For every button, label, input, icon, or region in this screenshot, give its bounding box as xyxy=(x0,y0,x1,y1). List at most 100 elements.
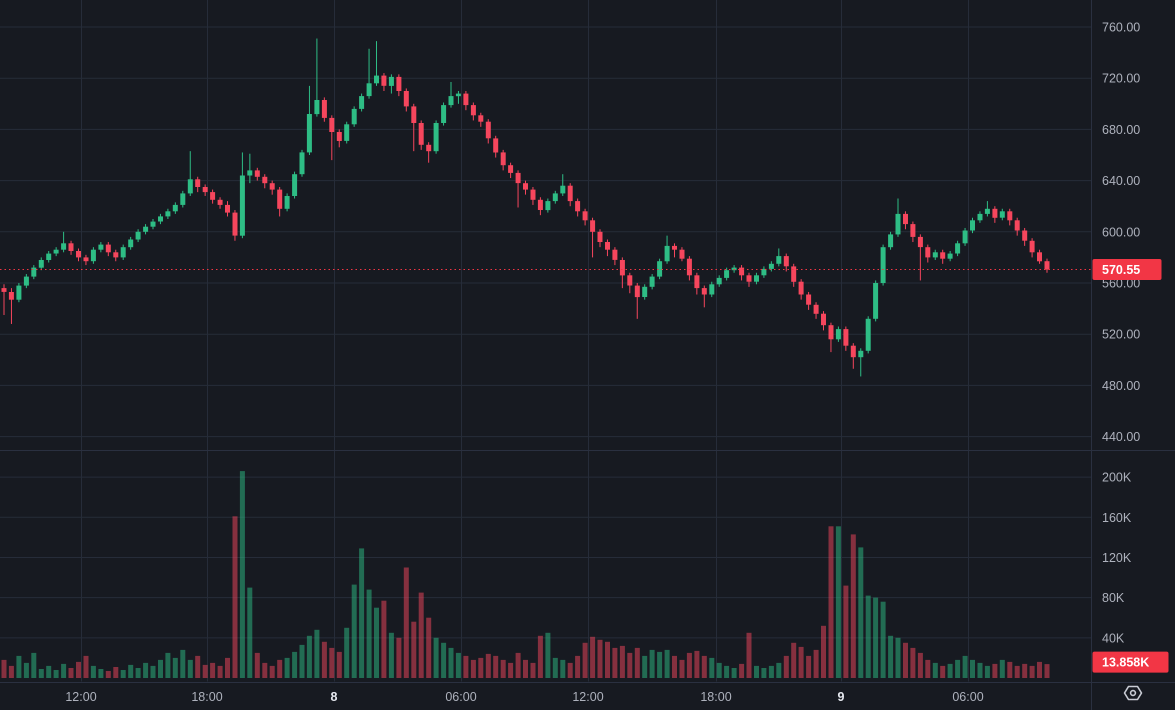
axis-settings-icon[interactable] xyxy=(1123,685,1143,701)
candle-body xyxy=(76,251,81,258)
price-badge: 570.55 xyxy=(1092,258,1162,280)
volume-bar xyxy=(627,652,633,678)
candle-body xyxy=(1,288,7,292)
candle-body xyxy=(46,253,52,260)
candle-body xyxy=(984,208,990,214)
volume-bar xyxy=(716,662,722,678)
volume-bar xyxy=(180,649,186,678)
candle-body xyxy=(359,96,365,109)
price-tick-label: 760.00 xyxy=(1102,21,1140,35)
time-tick-label: 9 xyxy=(838,690,845,704)
price-badge-bg xyxy=(1092,258,1162,280)
volume-bar xyxy=(374,607,379,678)
candle-body xyxy=(202,187,208,193)
candle-body xyxy=(269,183,275,190)
candle-body xyxy=(366,83,372,97)
time-axis[interactable]: 12:00 18:00 8 06:00 12:00 18:00 9 06:00 xyxy=(65,690,983,704)
candle-body xyxy=(23,276,29,286)
volume-bar xyxy=(187,659,193,678)
volume-bar xyxy=(560,659,566,678)
candle-body xyxy=(850,345,856,358)
volume-bar xyxy=(746,632,752,678)
volume-bar xyxy=(23,662,29,678)
candle-body xyxy=(165,211,171,217)
volume-bar xyxy=(597,639,603,678)
volume-bar xyxy=(500,659,506,678)
candle-body xyxy=(925,247,931,258)
candle-body xyxy=(642,286,648,297)
candle-body xyxy=(739,267,745,276)
candle-body xyxy=(374,75,379,84)
volume-bar xyxy=(470,659,476,678)
volume-bar xyxy=(172,657,178,678)
volume-bar xyxy=(962,655,968,678)
candle-body xyxy=(955,243,961,254)
candle-body xyxy=(143,226,149,232)
volume-bar xyxy=(947,663,953,678)
volume-bar xyxy=(98,669,104,678)
candle-body xyxy=(500,152,506,166)
candle-body xyxy=(411,106,417,123)
candle-body xyxy=(865,318,871,351)
volume-bar xyxy=(888,635,894,678)
candle-body xyxy=(478,115,484,122)
candle-body xyxy=(828,325,834,340)
volume-bar xyxy=(791,642,797,678)
volume-bar xyxy=(821,625,826,678)
candle-body xyxy=(217,199,223,205)
candle-body xyxy=(247,170,253,176)
volume-bar xyxy=(284,657,290,678)
candle-body xyxy=(664,245,670,262)
volume-bar xyxy=(403,567,409,678)
volume-bar xyxy=(478,657,484,678)
volume-bar xyxy=(1022,663,1028,678)
candle-body xyxy=(1037,252,1042,262)
volume-bar xyxy=(664,649,670,678)
volume-bar xyxy=(366,589,372,678)
volume-bar xyxy=(292,651,298,678)
price-axis[interactable]: 760.00 720.00 680.00 640.00 600.00 560.00 520.… xyxy=(1102,21,1140,646)
candle-body xyxy=(515,172,521,184)
volume-bar xyxy=(38,669,44,678)
candle-body xyxy=(873,283,879,319)
volume-bar xyxy=(411,621,417,678)
volume-bar xyxy=(545,632,551,678)
candle-body xyxy=(210,192,216,200)
volume-bar xyxy=(992,663,998,678)
volume-bar xyxy=(321,641,327,678)
volume-bar xyxy=(158,659,163,678)
volume-bar xyxy=(485,653,491,678)
candle-body xyxy=(150,221,156,227)
volume-bar xyxy=(493,655,499,678)
candle-body xyxy=(508,165,514,173)
time-tick-label: 18:00 xyxy=(700,690,731,704)
volume-series[interactable] xyxy=(1,471,1050,678)
volume-bar xyxy=(537,635,543,678)
volume-badge-label: 13.858K xyxy=(1102,656,1149,670)
volume-bar xyxy=(1029,665,1035,678)
candle-body xyxy=(672,245,677,250)
volume-bar xyxy=(1007,661,1013,678)
volume-bar xyxy=(306,635,312,678)
candle-body xyxy=(254,170,260,177)
candlestick-series[interactable] xyxy=(1,38,1050,377)
volume-bar xyxy=(783,655,789,678)
candle-body xyxy=(709,284,715,295)
candle-body xyxy=(903,213,908,225)
volume-bar xyxy=(1014,665,1020,678)
volume-tick-label: 80K xyxy=(1102,591,1125,605)
candle-body xyxy=(485,121,491,139)
candle-body xyxy=(381,75,387,86)
candle-body xyxy=(68,243,74,251)
candle-body xyxy=(694,275,700,289)
candle-body xyxy=(187,179,193,194)
time-tick-label: 06:00 xyxy=(445,690,476,704)
volume-bar xyxy=(530,662,536,678)
volume-bar xyxy=(567,662,573,678)
volume-bar xyxy=(463,655,469,678)
volume-bar xyxy=(165,652,171,678)
volume-bar xyxy=(388,632,394,678)
candle-body xyxy=(284,196,290,209)
candle-body xyxy=(120,247,126,258)
